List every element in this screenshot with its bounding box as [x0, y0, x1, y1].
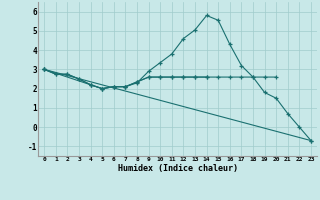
X-axis label: Humidex (Indice chaleur): Humidex (Indice chaleur): [118, 164, 238, 173]
